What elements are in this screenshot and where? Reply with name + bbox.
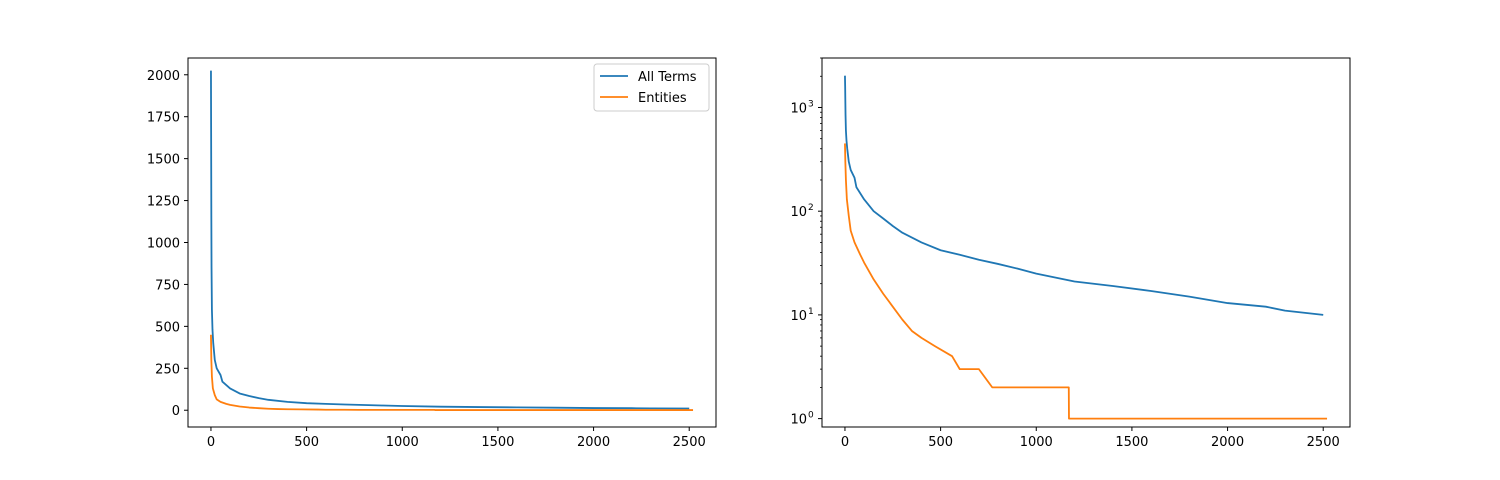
x-tick-label: 1000 [386, 435, 419, 450]
left-chart-linear: 0 500 1000 1500 2000 2500 0 250 500 750 1000 1250 15… [147, 57, 717, 450]
legend-label-1: Entities [638, 91, 687, 106]
x-tick-label: 1000 [1020, 435, 1053, 450]
y-tick-label: 750 [155, 278, 180, 293]
series-line-0 [210, 70, 690, 410]
y-tick-label: 2000 [147, 69, 180, 84]
y-tick-label: 10 [790, 413, 807, 428]
y-tick-exponent: 2 [808, 203, 814, 213]
y-tick-exponent: 0 [808, 411, 814, 421]
axes-frame [821, 57, 1351, 428]
y-tick-label: 10 [790, 101, 807, 116]
y-tick-label: 1500 [147, 153, 180, 168]
x-tick-label: 1500 [481, 435, 514, 450]
y-tick-label: 10 [790, 309, 807, 324]
legend-label-0: All Terms [638, 70, 697, 85]
y-tick-label: 0 [172, 404, 180, 419]
x-tick-label: 2500 [673, 435, 706, 450]
series-line-1 [210, 334, 694, 411]
y-tick-exponent: 1 [808, 307, 814, 317]
y-tick-exponent: 3 [808, 99, 814, 109]
series-line-0 [844, 75, 1324, 316]
x-tick-label: 0 [841, 435, 849, 450]
y-tick-label: 500 [155, 320, 180, 335]
legend: All Terms Entities [593, 63, 710, 112]
series-line-1 [844, 143, 1328, 420]
y-tick-label: 1750 [147, 111, 180, 126]
x-tick-label: 500 [294, 435, 319, 450]
y-tick-label: 10 [790, 205, 807, 220]
x-tick-label: 1500 [1115, 435, 1148, 450]
y-tick-label: 250 [155, 362, 180, 377]
x-tick-label: 0 [207, 435, 215, 450]
y-tick-label: 1000 [147, 237, 180, 252]
x-tick-label: 2500 [1307, 435, 1340, 450]
x-tick-label: 2000 [577, 435, 610, 450]
x-tick-label: 2000 [1211, 435, 1244, 450]
x-tick-label: 500 [928, 435, 953, 450]
y-tick-label: 1250 [147, 195, 180, 210]
axes-frame [187, 57, 717, 428]
